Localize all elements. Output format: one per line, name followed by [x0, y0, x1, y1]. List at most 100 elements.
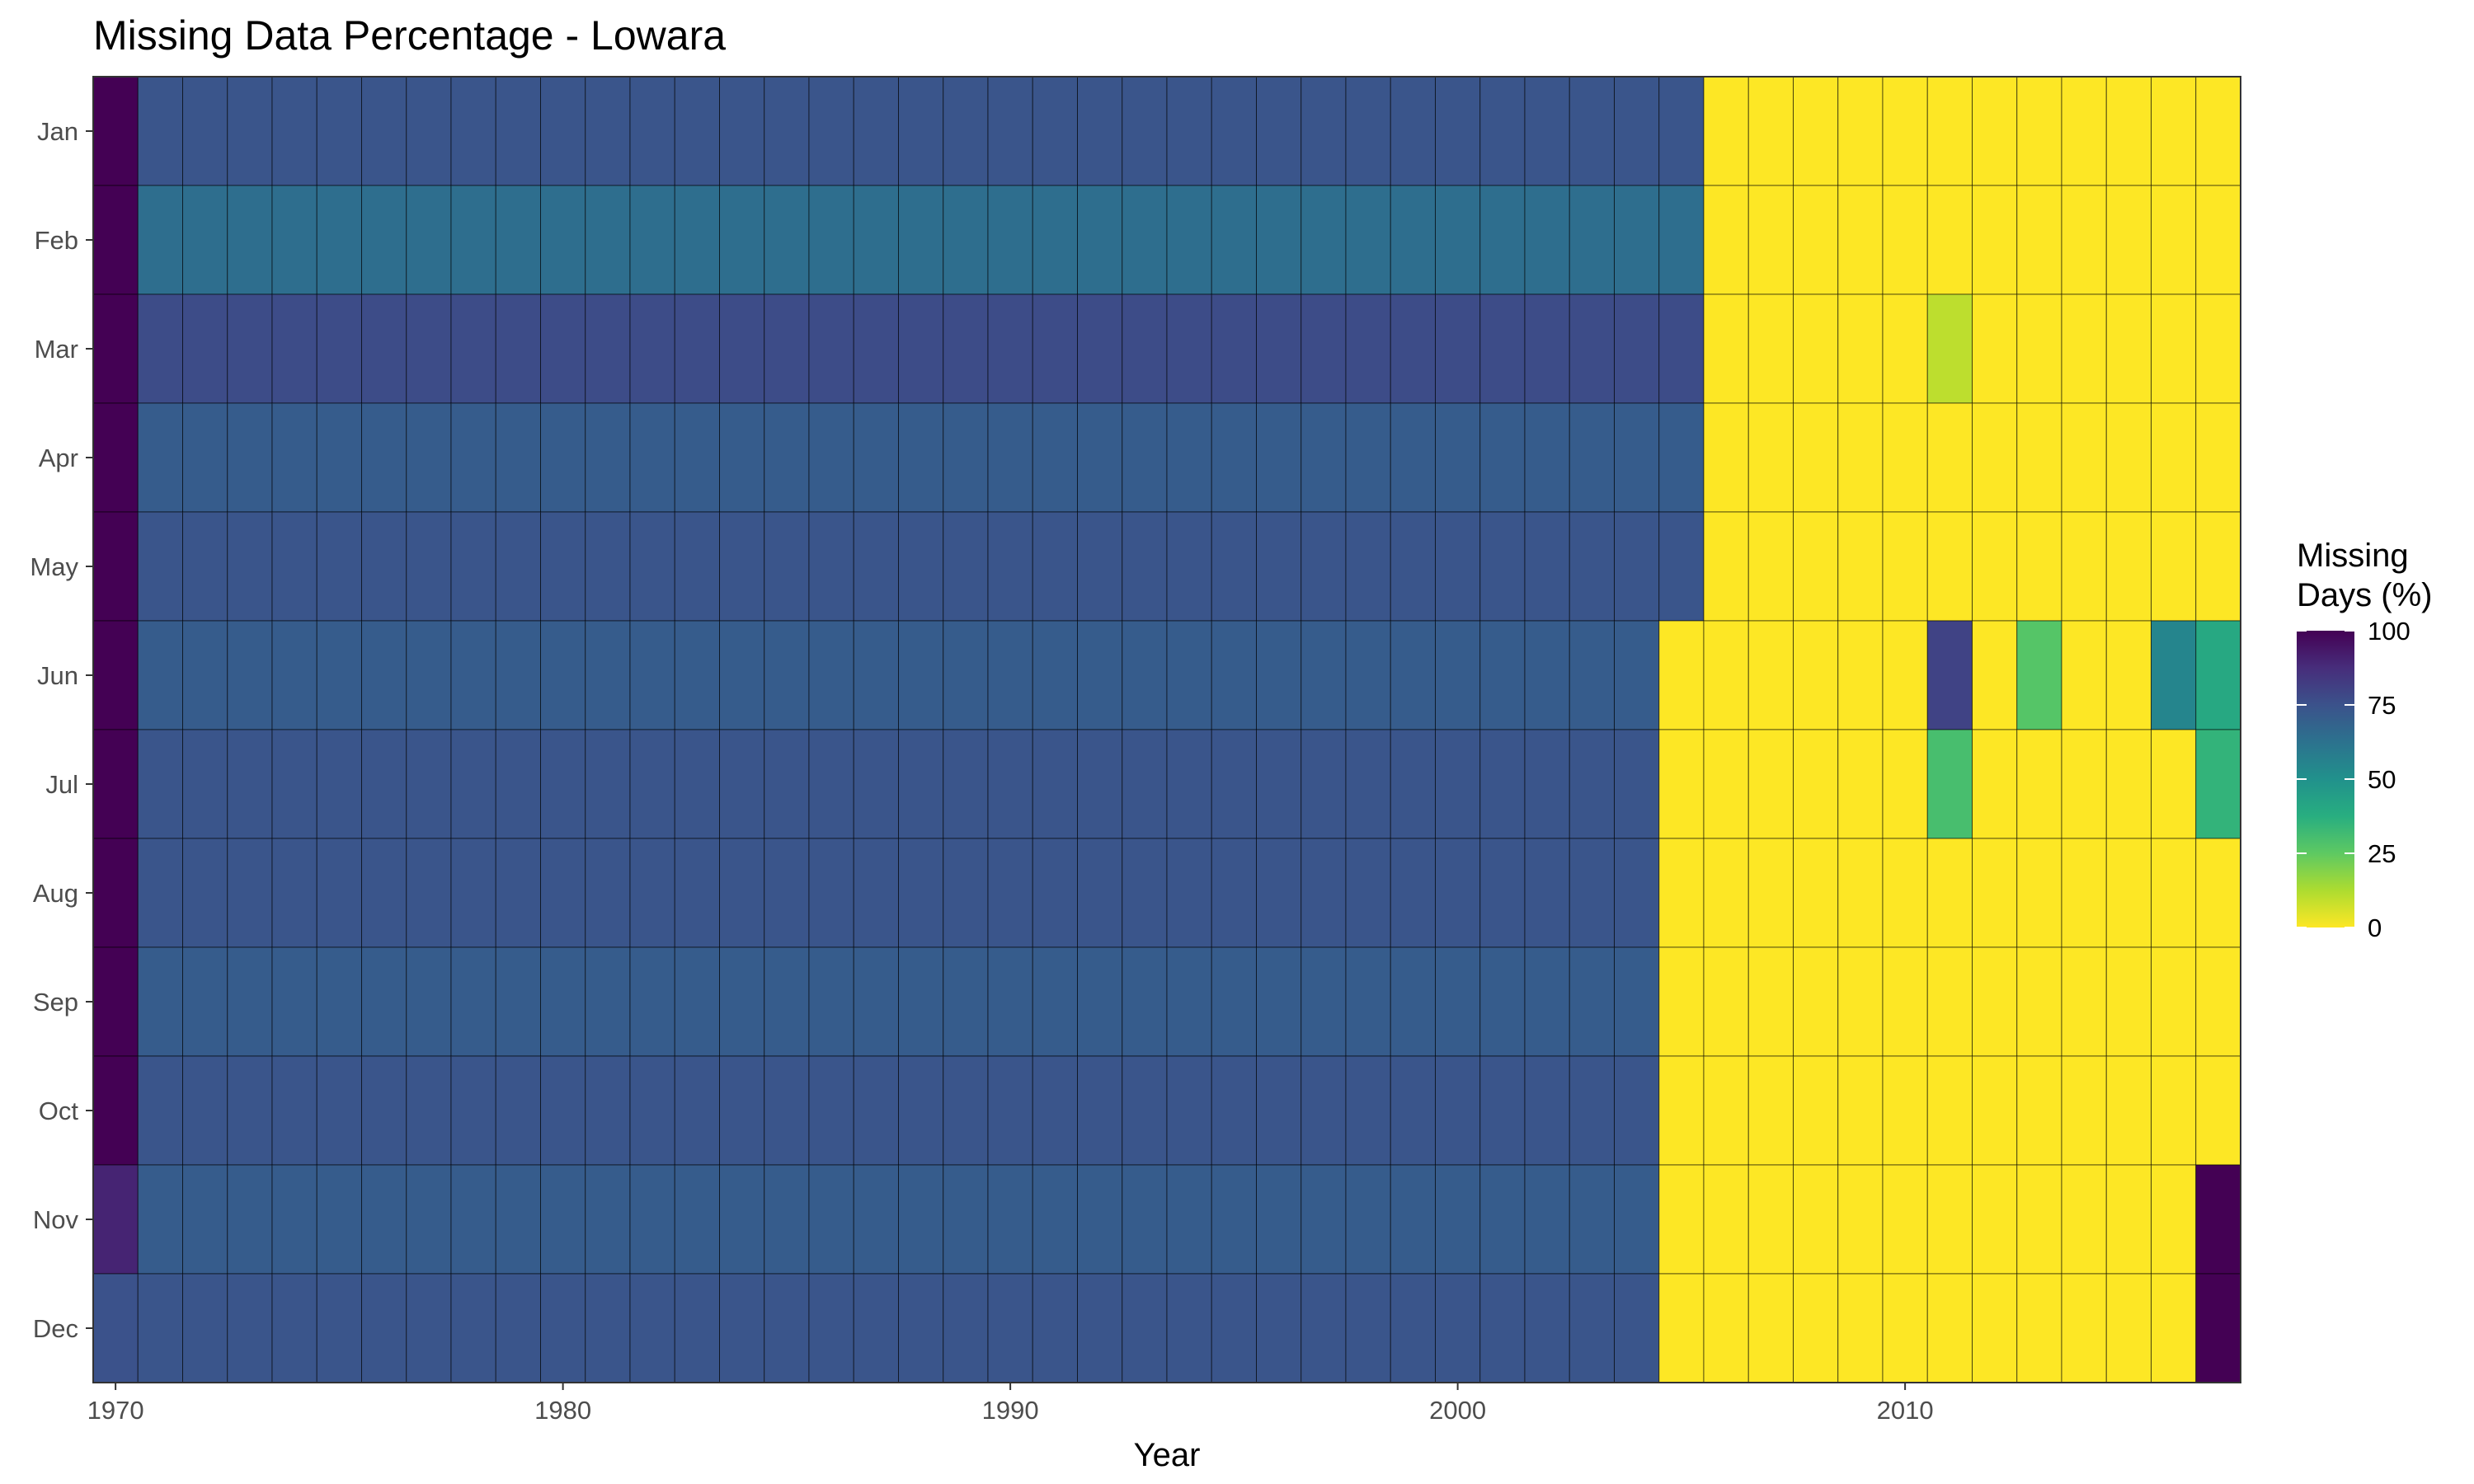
heatmap-cell-2006-oct — [1703, 1055, 1749, 1166]
heatmap-cell-2008-jun — [1793, 620, 1839, 730]
heatmap-cell-1996-may — [1256, 511, 1302, 622]
heatmap-cell-1995-apr — [1211, 402, 1257, 513]
heatmap-cell-1987-jul — [853, 729, 899, 839]
heatmap-cell-1986-oct — [808, 1055, 854, 1166]
heatmap-cell-2016-dec — [2151, 1273, 2197, 1383]
heatmap-cell-2007-oct — [1747, 1055, 1794, 1166]
heatmap-cell-2011-dec — [1926, 1273, 1973, 1383]
heatmap-cell-1991-oct — [1032, 1055, 1078, 1166]
legend-tick-label-50: 50 — [2368, 765, 2396, 794]
heatmap-cell-2002-mar — [1524, 294, 1570, 404]
heatmap-cell-2001-jun — [1479, 620, 1526, 730]
heatmap-cell-2010-sep — [1882, 946, 1928, 1057]
heatmap-cell-1975-sep — [316, 946, 362, 1057]
heatmap-cell-1988-may — [898, 511, 944, 622]
heatmap-cell-2000-nov — [1435, 1164, 1481, 1275]
heatmap-cell-1987-mar — [853, 294, 899, 404]
y-tick-label-oct: Oct — [39, 1097, 79, 1125]
heatmap-cell-1996-jul — [1256, 729, 1302, 839]
heatmap-cell-1995-nov — [1211, 1164, 1257, 1275]
chart-title: Missing Data Percentage - Lowara — [93, 12, 726, 59]
heatmap-cell-2009-dec — [1837, 1273, 1884, 1383]
heatmap-cell-1983-jun — [674, 620, 720, 730]
heatmap-cell-2017-jul — [2195, 729, 2241, 839]
heatmap-cell-1991-feb — [1032, 185, 1078, 295]
y-tick-label-feb: Feb — [35, 226, 78, 255]
heatmap-cell-2000-mar — [1435, 294, 1481, 404]
heatmap-cell-1989-mar — [943, 294, 989, 404]
heatmap-cell-2011-feb — [1926, 185, 1973, 295]
heatmap-cell-1973-feb — [227, 185, 273, 295]
heatmap-cell-1996-apr — [1256, 402, 1302, 513]
heatmap-cell-1979-may — [495, 511, 541, 622]
heatmap-cell-1985-aug — [764, 838, 810, 948]
heatmap-cell-1977-oct — [406, 1055, 452, 1166]
heatmap-cell-2005-feb — [1658, 185, 1705, 295]
heatmap-cell-1980-oct — [540, 1055, 586, 1166]
heatmap-cell-1988-jan — [898, 76, 944, 186]
legend-title-line-2: Days (%) — [2297, 577, 2432, 613]
heatmap-cell-1980-aug — [540, 838, 586, 948]
heatmap-cell-2010-aug — [1882, 838, 1928, 948]
heatmap-cell-2011-may — [1926, 511, 1973, 622]
heatmap-cell-1984-jul — [719, 729, 765, 839]
heatmap-cell-1997-jan — [1300, 76, 1347, 186]
heatmap-cell-1991-may — [1032, 511, 1078, 622]
heatmap-cell-2001-dec — [1479, 1273, 1526, 1383]
heatmap-cell-1981-jun — [585, 620, 631, 730]
heatmap-cell-1999-oct — [1390, 1055, 1436, 1166]
heatmap-cell-2006-feb — [1703, 185, 1749, 295]
heatmap-cell-1970-may — [92, 511, 139, 622]
heatmap-cell-2017-sep — [2195, 946, 2241, 1057]
heatmap-cell-2017-apr — [2195, 402, 2241, 513]
heatmap-cell-2016-jan — [2151, 76, 2197, 186]
heatmap-cell-1989-jul — [943, 729, 989, 839]
heatmap-cell-2007-jan — [1747, 76, 1794, 186]
heatmap-cell-2009-jun — [1837, 620, 1884, 730]
heatmap-cell-1976-sep — [361, 946, 407, 1057]
heatmap-cell-1988-aug — [898, 838, 944, 948]
heatmap-cell-1972-apr — [182, 402, 228, 513]
heatmap-cell-2009-sep — [1837, 946, 1884, 1057]
legend-tick-label-100: 100 — [2368, 617, 2411, 646]
heatmap-cell-2006-aug — [1703, 838, 1749, 948]
heatmap-cell-1998-jul — [1345, 729, 1391, 839]
heatmap-cell-2003-jan — [1569, 76, 1615, 186]
heatmap-cell-1978-feb — [450, 185, 496, 295]
heatmap-cell-1977-jun — [406, 620, 452, 730]
heatmap-cell-1987-may — [853, 511, 899, 622]
heatmap-cell-2015-apr — [2105, 402, 2152, 513]
legend-ticks: 100 75 50 25 0 — [2297, 617, 2411, 942]
heatmap-cell-1973-jun — [227, 620, 273, 730]
heatmap-cell-2005-jun — [1658, 620, 1705, 730]
y-tick-label-mar: Mar — [35, 335, 78, 364]
heatmap-cell-1975-oct — [316, 1055, 362, 1166]
heatmap-cell-1989-feb — [943, 185, 989, 295]
heatmap-cell-2000-aug — [1435, 838, 1481, 948]
heatmap-cell-1994-may — [1166, 511, 1212, 622]
heatmap-cell-2011-nov — [1926, 1164, 1973, 1275]
heatmap-cell-2004-mar — [1614, 294, 1660, 404]
heatmap-cell-1994-aug — [1166, 838, 1212, 948]
y-tick-label-aug: Aug — [33, 879, 78, 908]
heatmap-cell-2007-apr — [1747, 402, 1794, 513]
heatmap-cell-1972-feb — [182, 185, 228, 295]
heatmap-cell-2004-feb — [1614, 185, 1660, 295]
heatmap-cell-2007-sep — [1747, 946, 1794, 1057]
heatmap-cell-1975-jan — [316, 76, 362, 186]
heatmap-cell-2016-sep — [2151, 946, 2197, 1057]
heatmap-cell-2006-dec — [1703, 1273, 1749, 1383]
heatmap-cell-1979-apr — [495, 402, 541, 513]
heatmap-cell-1974-aug — [271, 838, 317, 948]
heatmap-cell-1975-apr — [316, 402, 362, 513]
heatmap-cell-1995-jan — [1211, 76, 1257, 186]
heatmap-cell-2008-oct — [1793, 1055, 1839, 1166]
heatmap-cell-2006-may — [1703, 511, 1749, 622]
heatmap-cell-1997-sep — [1300, 946, 1347, 1057]
heatmap-cell-2009-jul — [1837, 729, 1884, 839]
heatmap-cell-2013-aug — [2016, 838, 2062, 948]
heatmap-cell-2002-dec — [1524, 1273, 1570, 1383]
heatmap-cell-1984-jan — [719, 76, 765, 186]
heatmap-cell-1996-mar — [1256, 294, 1302, 404]
heatmap-cell-1993-may — [1122, 511, 1168, 622]
